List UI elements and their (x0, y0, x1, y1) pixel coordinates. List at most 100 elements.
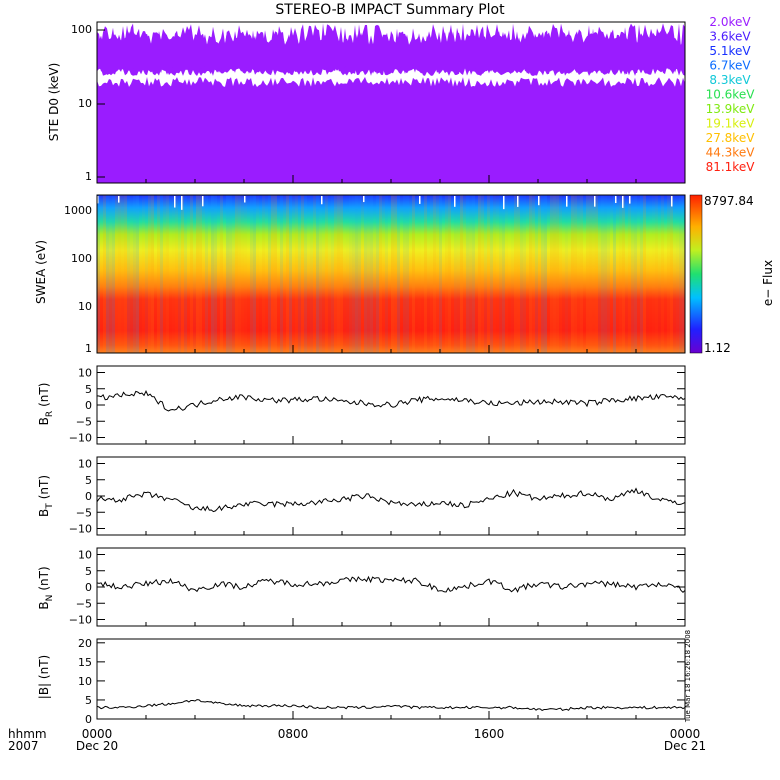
swea-stripe (571, 195, 574, 353)
swea-stripe (679, 195, 682, 353)
swea-stripe (220, 195, 223, 353)
swea-stripe (208, 195, 211, 353)
swea-stripe (271, 195, 274, 353)
swea-stripe (379, 195, 382, 353)
swea-stripe (355, 195, 358, 353)
swea-stripe (157, 195, 160, 353)
x-tick-date-start: Dec 20 (76, 739, 118, 753)
swea-stripe (178, 195, 181, 353)
swea-stripe (148, 195, 151, 353)
x-tick-0000: 0000 (82, 727, 113, 741)
bt-ytick-label: −10 (69, 523, 92, 536)
swea-stripe (634, 195, 637, 353)
swea-stripe (616, 195, 619, 353)
swea-stripe (133, 195, 136, 353)
swea-stripe (601, 195, 604, 353)
swea-stripe (322, 195, 325, 353)
bn-ytick-label: −10 (69, 614, 92, 627)
bmag-ytick-label: 10 (78, 675, 92, 688)
br-ytick-label: 10 (78, 367, 92, 380)
ste-bands (97, 22, 685, 184)
ste-ytick-100: 100 (71, 23, 92, 36)
swea-stripe (493, 195, 496, 353)
swea-stripe (253, 195, 256, 353)
swea-stripe (418, 195, 421, 353)
svg-text:BN(nT): BN(nT) (37, 566, 55, 609)
bmag-ylabel: |B| (nT) (37, 655, 51, 699)
swea-stripe (631, 195, 634, 353)
swea-stripe (505, 195, 508, 353)
ste-ylabel: STE D0 (keV) (47, 63, 61, 142)
x-year-label: 2007 (8, 739, 39, 753)
swea-stripe (544, 195, 547, 353)
ste-ytick-1: 1 (85, 170, 92, 183)
swea-gap (419, 196, 421, 204)
swea-stripe (244, 195, 247, 353)
swea-gap (202, 196, 204, 207)
swea-stripe (166, 195, 169, 353)
swea-stripe (310, 195, 313, 353)
swea-stripe (136, 195, 139, 353)
swea-stripe (196, 195, 199, 353)
swea-stripe (250, 195, 253, 353)
swea-stripe (304, 195, 307, 353)
swea-stripe (547, 195, 550, 353)
ste-legend-7: 19.1keV (706, 117, 756, 131)
swea-stripe (214, 195, 217, 353)
bn-series-line (96, 575, 686, 593)
swea-stripe (109, 195, 112, 353)
bmag-ytick-label: 15 (78, 656, 92, 669)
swea-gap (321, 196, 323, 205)
swea-stripe (325, 195, 328, 353)
swea-gap (517, 196, 519, 207)
swea-gap (454, 196, 456, 207)
swea-stripe (673, 195, 676, 353)
swea-gap (615, 196, 617, 204)
bt-ylabel: BT(nT) (37, 475, 55, 517)
swea-stripe (268, 195, 271, 353)
swea-stripe (667, 195, 670, 353)
swea-stripe (256, 195, 259, 353)
x-tick-0000-end: 0000 (670, 727, 701, 741)
swea-stripe (484, 195, 487, 353)
swea-gap (97, 196, 99, 204)
swea-stripe (427, 195, 430, 353)
swea-stripe (283, 195, 286, 353)
bt-ytick-label: 10 (78, 458, 92, 471)
plot-title: STEREO-B IMPACT Summary Plot (275, 2, 505, 18)
swea-stripe (523, 195, 526, 353)
bmag-series-line (96, 699, 686, 711)
swea-stripe (619, 195, 622, 353)
swea-stripe (301, 195, 304, 353)
swea-stripe (526, 195, 529, 353)
swea-stripe (292, 195, 295, 353)
swea-stripe (331, 195, 334, 353)
swea-stripe (490, 195, 493, 353)
br-panel: 10 5 0 −5 −10 (69, 365, 686, 445)
swea-stripe (139, 195, 142, 353)
swea-stripe (349, 195, 352, 353)
swea-stripe (103, 195, 106, 353)
swea-stripe (529, 195, 532, 353)
swea-stripe (649, 195, 652, 353)
swea-stripe (583, 195, 586, 353)
swea-stripe (670, 195, 673, 353)
ste-legend-3: 6.7keV (709, 59, 751, 73)
swea-stripe (466, 195, 469, 353)
ste-gap (97, 68, 685, 87)
swea-stripe (343, 195, 346, 353)
bn-frame (96, 547, 686, 627)
swea-stripe (487, 195, 490, 353)
swea-stripe (424, 195, 427, 353)
bmag-panel: 20 15 10 5 0 (78, 637, 686, 726)
swea-stripe (352, 195, 355, 353)
swea-stripe (346, 195, 349, 353)
swea-stripe (595, 195, 598, 353)
swea-stripe (613, 195, 616, 353)
swea-stripe (241, 195, 244, 353)
swea-stripe (445, 195, 448, 353)
swea-stripe (391, 195, 394, 353)
swea-stripe (454, 195, 457, 353)
ste-legend-2: 5.1keV (709, 44, 751, 58)
swea-stripe (481, 195, 484, 353)
